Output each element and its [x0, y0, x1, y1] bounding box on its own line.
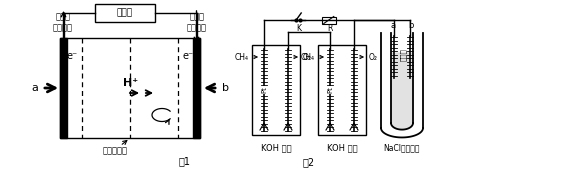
Bar [318, 45, 366, 135]
Text: NaCl饱和溶液: NaCl饱和溶液 [384, 143, 420, 152]
Polygon shape [391, 53, 413, 130]
Text: KOH 溶液: KOH 溶液 [327, 143, 357, 152]
Bar [193, 38, 200, 138]
Text: 图1: 图1 [179, 156, 191, 166]
Text: e⁻: e⁻ [183, 51, 193, 61]
Text: CH₄: CH₄ [235, 53, 249, 62]
Bar [60, 38, 67, 138]
Text: Pt: Pt [327, 87, 333, 93]
Text: KOH 溶液: KOH 溶液 [261, 143, 291, 152]
Text: O₂: O₂ [303, 53, 312, 62]
Text: a: a [31, 83, 38, 93]
Text: b: b [222, 83, 229, 93]
Text: 石墨棒: 石墨棒 [400, 49, 406, 61]
Bar [322, 17, 336, 23]
Text: 质子交换膜: 质子交换膜 [102, 146, 128, 155]
Text: 图2: 图2 [303, 157, 315, 167]
Text: CH₄: CH₄ [301, 53, 315, 62]
Text: b: b [409, 21, 414, 30]
Text: R: R [327, 24, 333, 33]
Text: K: K [297, 24, 302, 33]
Text: O₂: O₂ [369, 53, 378, 62]
Text: H⁺: H⁺ [124, 78, 139, 88]
Bar [252, 45, 300, 135]
Bar [60, 38, 200, 138]
Text: Pt: Pt [261, 87, 267, 93]
Text: a: a [391, 21, 396, 30]
Text: 用电器: 用电器 [117, 9, 133, 17]
Text: e⁻: e⁻ [66, 51, 78, 61]
Text: 催化剂
（电极）: 催化剂 （电极） [53, 13, 73, 32]
Text: 催化剂
（电极）: 催化剂 （电极） [187, 13, 207, 32]
Bar [95, 4, 155, 22]
